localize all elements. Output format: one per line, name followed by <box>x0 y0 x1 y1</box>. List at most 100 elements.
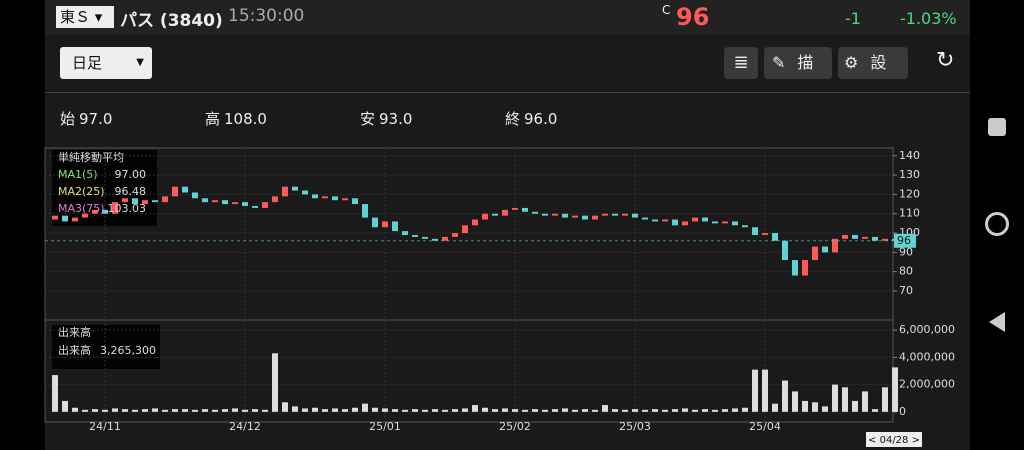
volume-bar <box>512 409 518 412</box>
candle <box>82 213 88 218</box>
volume-bar <box>332 408 338 412</box>
ohlc-item: 安 93.0 <box>360 108 412 129</box>
candle <box>252 206 258 208</box>
candle <box>262 202 268 208</box>
candle <box>352 198 358 205</box>
ohlc-item: 高 108.0 <box>205 108 267 129</box>
settings-label: 設定 <box>870 53 899 72</box>
candle <box>762 233 768 235</box>
candle <box>602 213 608 216</box>
candle <box>512 207 518 210</box>
y-tick-label: 4,000,000 <box>899 350 955 363</box>
volume-bar <box>52 375 58 412</box>
candle <box>612 213 618 216</box>
volume-bar <box>562 408 568 412</box>
settings-button[interactable]: ⚙設定 <box>838 47 908 79</box>
market-select[interactable]: 東Ｓ ▾ <box>56 6 114 28</box>
candle <box>802 260 808 276</box>
candle <box>232 202 238 205</box>
nav-bar <box>971 0 1024 450</box>
volume-bar <box>392 409 398 412</box>
candle <box>472 219 478 226</box>
volume-bar <box>572 409 578 412</box>
y-tick-label: 110 <box>899 207 920 220</box>
candle <box>202 198 208 203</box>
x-tick-label: 24/11 <box>89 420 121 433</box>
volume-bar <box>722 409 728 412</box>
candle <box>92 209 98 214</box>
draw-button[interactable]: ✎描画 <box>764 47 832 79</box>
y-tick-label: 90 <box>899 245 913 258</box>
volume-bar <box>842 387 848 412</box>
candle <box>652 219 658 222</box>
candle <box>392 221 398 232</box>
candle <box>102 209 108 214</box>
volume-bar <box>702 409 708 412</box>
stock-name: パス (3840) <box>120 11 223 31</box>
period-select[interactable]: 日足 ▼ <box>60 47 152 79</box>
volume-bar <box>672 409 678 412</box>
candle <box>72 217 78 222</box>
candle <box>122 198 128 203</box>
y-tick-label: 70 <box>899 284 913 297</box>
candle <box>592 215 598 220</box>
volume-bar <box>462 408 468 412</box>
candle <box>562 213 568 218</box>
ma-name: MA3(75) <box>58 202 105 215</box>
ohlc-value: 96.0 <box>524 110 558 128</box>
candle <box>442 236 448 241</box>
volume-bar <box>682 408 688 412</box>
candle <box>692 217 698 222</box>
volume-bar <box>192 409 198 412</box>
candle <box>532 211 538 214</box>
volume-bar <box>862 391 868 412</box>
volume-bar <box>322 409 328 412</box>
list-button[interactable]: ≣ <box>724 47 758 79</box>
candle <box>732 221 738 226</box>
refresh-button[interactable]: ↻ <box>936 48 955 73</box>
y-tick-label: 120 <box>899 187 920 200</box>
candle <box>382 221 388 228</box>
volume-bar <box>592 409 598 412</box>
volume-bar <box>252 409 258 412</box>
price: 96 <box>676 3 710 31</box>
candle <box>842 234 848 239</box>
candle <box>752 227 758 235</box>
divider <box>45 92 970 93</box>
candle <box>712 221 718 224</box>
candle <box>872 236 878 241</box>
back-button[interactable] <box>989 312 1005 332</box>
candle <box>792 260 798 276</box>
candle <box>862 236 868 239</box>
candle <box>52 215 58 220</box>
candle <box>62 215 68 222</box>
ma-name: MA2(25) <box>58 185 105 198</box>
time: 15:30:00 <box>228 6 305 26</box>
candle <box>882 238 888 241</box>
volume-bar <box>212 409 218 412</box>
candle <box>812 246 818 261</box>
volume-bar <box>522 409 528 412</box>
volume-bar <box>552 409 558 412</box>
last-price-tag <box>894 233 916 248</box>
candle <box>322 196 328 199</box>
volume-bar <box>612 409 618 412</box>
volume-bar <box>632 409 638 412</box>
home-button[interactable] <box>985 212 1009 236</box>
volume-bar <box>872 409 878 412</box>
volume-bar <box>422 409 428 412</box>
volume-bar <box>142 409 148 412</box>
volume-bar <box>292 406 298 412</box>
recent-button[interactable] <box>988 118 1006 136</box>
candle <box>522 207 528 212</box>
ohlc-item: 始 97.0 <box>60 108 112 129</box>
candle <box>782 240 788 261</box>
top-bar <box>45 0 970 35</box>
volume-bar <box>112 408 118 412</box>
candle <box>172 186 178 197</box>
volume-bar <box>152 408 158 412</box>
candle <box>492 213 498 216</box>
volume-bar <box>92 409 98 412</box>
candle <box>142 200 148 205</box>
